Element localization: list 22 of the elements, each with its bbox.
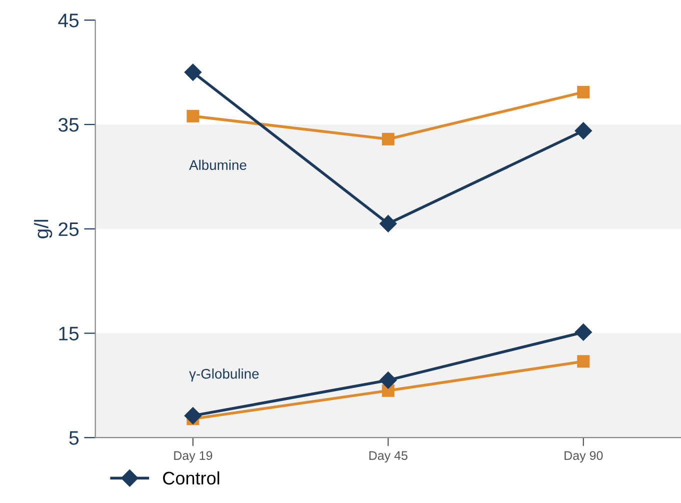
band-label: γ-Globuline: [189, 368, 259, 382]
point: [184, 407, 202, 424]
point: [186, 110, 200, 122]
y-tick-label: 25: [58, 222, 79, 236]
point: [380, 215, 397, 232]
y-tick-label: 45: [58, 14, 79, 28]
y-tick-label: 5: [69, 431, 79, 445]
y-axis-title: g/l: [34, 220, 52, 238]
point: [577, 86, 590, 98]
y-tick-label: 35: [58, 118, 79, 132]
legend-label: Control: [163, 471, 220, 485]
point: [380, 372, 397, 389]
y-tick-label: 15: [59, 326, 79, 340]
band-label: Albumine: [189, 160, 246, 170]
x-tick-label: Day 45: [369, 451, 408, 462]
x-tick-label: Day 90: [564, 451, 603, 462]
point: [184, 64, 202, 81]
point: [574, 122, 592, 140]
point: [382, 132, 394, 146]
x-tick-label: Day 19: [174, 451, 212, 462]
point: [574, 324, 592, 341]
point: [577, 355, 590, 368]
